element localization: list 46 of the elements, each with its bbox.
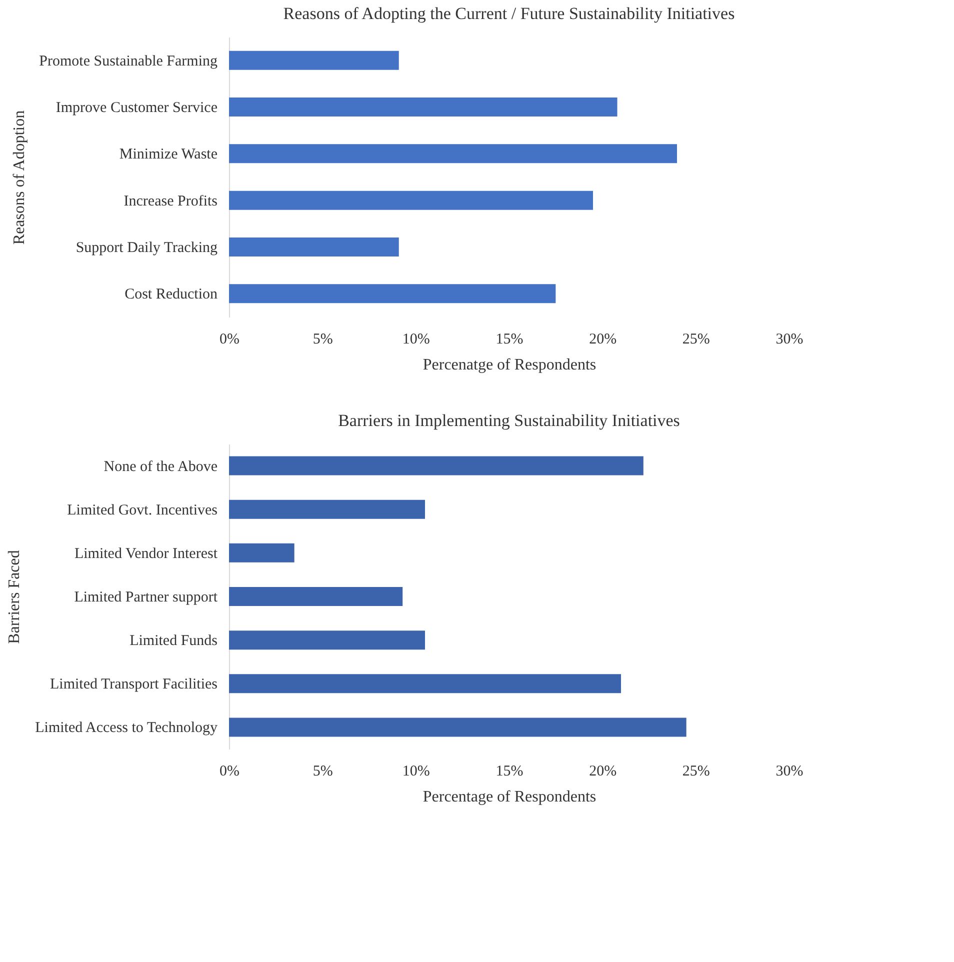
- x-tick-label: 25%: [682, 332, 710, 348]
- x-tick-label: 30%: [776, 332, 804, 348]
- x-tick-label: 15%: [496, 332, 524, 348]
- y-tick-label: Support Daily Tracking: [76, 240, 218, 256]
- y-tick-label: Minimize Waste: [119, 146, 218, 163]
- x-tick-label: 5%: [312, 764, 333, 780]
- bar: [229, 284, 556, 304]
- x-tick-label: 30%: [776, 764, 804, 780]
- y-tick-label: Limited Access to Technology: [35, 720, 218, 736]
- y-tick-label: Limited Funds: [130, 633, 218, 650]
- y-axis-title: Barriers Faced: [6, 550, 24, 644]
- bar: [229, 50, 399, 70]
- bar: [229, 500, 425, 519]
- x-tick-label: 10%: [402, 764, 430, 780]
- y-axis-title: Reasons of Adoption: [11, 110, 28, 245]
- bar: [229, 456, 644, 476]
- x-tick-label: 20%: [589, 332, 617, 348]
- bar: [229, 630, 425, 650]
- bar: [229, 190, 593, 210]
- bar: [229, 98, 618, 116]
- x-axis-title: Percentage of Respondents: [422, 788, 596, 806]
- y-tick-label: Promote Sustainable Farming: [39, 53, 218, 70]
- y-tick-label: Increase Profits: [124, 193, 218, 210]
- x-tick-label: 20%: [589, 764, 617, 780]
- bar: [229, 144, 677, 164]
- chart-title: Reasons of Adopting the Current / Future Sustainability Initiatives: [283, 4, 735, 23]
- bar: [229, 587, 403, 606]
- y-tick-label: Cost Reduction: [124, 286, 218, 303]
- bar: [229, 718, 686, 737]
- bar: [229, 238, 399, 256]
- y-tick-label: None of the Above: [104, 458, 218, 475]
- y-tick-label: Limited Transport Facilities: [50, 676, 218, 693]
- x-tick-label: 0%: [220, 764, 240, 780]
- y-tick-label: Limited Vendor Interest: [74, 546, 218, 562]
- x-tick-label: 25%: [682, 764, 710, 780]
- x-tick-label: 15%: [496, 764, 524, 780]
- bar: [229, 543, 294, 562]
- x-tick-label: 0%: [220, 332, 240, 348]
- x-tick-label: 10%: [402, 332, 430, 348]
- bar: [229, 674, 621, 694]
- y-tick-label: Improve Customer Service: [56, 100, 218, 116]
- x-tick-label: 5%: [312, 332, 333, 348]
- y-tick-label: Limited Govt. Incentives: [67, 502, 218, 518]
- x-axis-title: Percenatge of Respondents: [422, 356, 596, 374]
- chart-title: Barriers in Implementing Sustainability Initiatives: [338, 411, 680, 430]
- y-tick-label: Limited Partner support: [74, 590, 218, 606]
